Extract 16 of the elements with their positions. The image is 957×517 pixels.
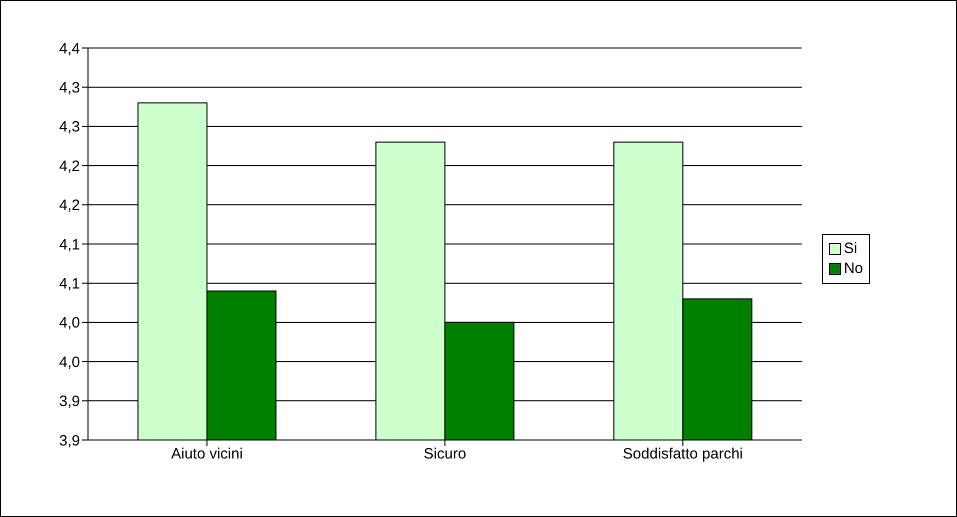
y-tick-label: 4,0 bbox=[59, 314, 80, 332]
y-tick-label: 4,2 bbox=[59, 158, 80, 175]
y-tick-label: 3,9 bbox=[59, 432, 80, 450]
y-tick-label: 4,2 bbox=[59, 197, 80, 214]
y-tick-label: 4,4 bbox=[59, 40, 80, 58]
x-tick-label: Aiuto vicini bbox=[171, 446, 243, 463]
y-tick-label: 4,3 bbox=[59, 80, 80, 97]
y-tick-label: 4,1 bbox=[59, 276, 80, 293]
legend-label: No bbox=[844, 258, 863, 278]
y-tick-label: 4,1 bbox=[59, 236, 80, 254]
y-tick-label: 4,3 bbox=[59, 118, 80, 136]
y-tick-label: 3,9 bbox=[59, 393, 80, 410]
x-tick-label: Soddisfatto parchi bbox=[622, 446, 743, 463]
x-tick-label: Sicuro bbox=[424, 446, 466, 463]
legend-label: Si bbox=[844, 238, 858, 258]
y-tick-label: 4,0 bbox=[59, 354, 80, 371]
